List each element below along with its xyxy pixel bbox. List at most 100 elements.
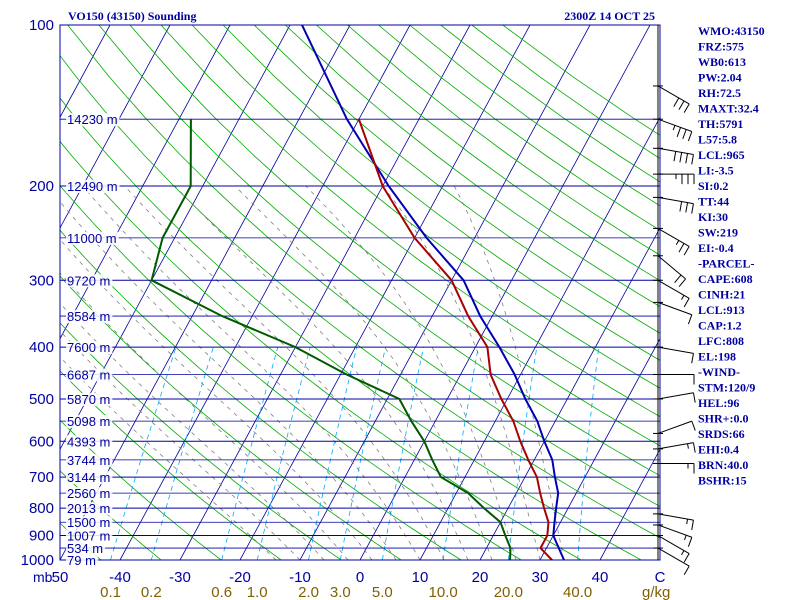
- wind-barb-feather: [676, 127, 682, 137]
- index-value: LFC:808: [698, 334, 744, 348]
- wind-barb: [653, 196, 694, 214]
- isotherm-line: [599, 448, 660, 560]
- pressure-tick-label: 700: [29, 469, 54, 486]
- index-value: -PARCEL-: [698, 257, 754, 271]
- height-label: 1500 m: [67, 515, 110, 530]
- mixing-ratio-label: 1.0: [247, 584, 268, 600]
- isotherm-line: [60, 25, 291, 451]
- index-value: MAXT:32.4: [698, 102, 759, 116]
- isotherm-line: [479, 227, 660, 560]
- wind-barb-feather: [679, 152, 683, 163]
- wind-barb-feather: [681, 550, 685, 556]
- pressure-tick-label: 400: [29, 339, 54, 356]
- wind-barb-shaft: [657, 301, 692, 316]
- wind-barb-feather: [691, 154, 694, 165]
- isotherm-line: [239, 25, 531, 560]
- temperature-tick-label: 0: [356, 569, 364, 586]
- wind-barb-feather: [687, 443, 689, 449]
- wind-barb: [653, 513, 694, 531]
- wind-barb: [653, 373, 695, 385]
- wind-barb-feather: [692, 442, 696, 453]
- temperature-tick-label: -20: [229, 569, 251, 586]
- height-label-bg: [66, 392, 113, 406]
- wind-barb-feather: [686, 519, 689, 525]
- wind-barb-shaft: [657, 547, 690, 567]
- parcel-trace: [301, 25, 565, 560]
- height-label-bg: [66, 487, 113, 501]
- wind-barb-feather: [691, 420, 696, 431]
- height-label: 9720 m: [67, 273, 110, 288]
- wind-barb-feather: [683, 298, 690, 308]
- mixing-ratio-label: 2.0: [298, 584, 319, 600]
- mixing-ratio-unit: g/kg: [642, 584, 670, 600]
- wind-barb-shaft: [657, 442, 694, 450]
- index-value: BRN:40.0: [698, 458, 748, 472]
- wind-barb-feather: [692, 392, 696, 403]
- mixing-ratio-label: 0.1: [100, 584, 121, 600]
- wind-barb: [653, 420, 696, 434]
- wind-barb-feather: [675, 240, 680, 245]
- index-value: TH:5791: [698, 117, 743, 131]
- index-value: RH:72.5: [698, 86, 741, 100]
- wind-barb-feather: [684, 535, 687, 541]
- moist-adiabat-line: [60, 302, 325, 560]
- wind-barb-feather: [673, 151, 677, 162]
- isotherm-line: [60, 25, 231, 340]
- height-label-bg: [66, 274, 113, 288]
- height-label-bg: [66, 231, 119, 245]
- mixing-ratio-label: 20.0: [494, 584, 523, 600]
- wind-barb: [653, 547, 690, 575]
- index-value: BSHR:15: [698, 474, 747, 488]
- pressure-tick-label: 200: [29, 178, 54, 195]
- temperature-tick-label: -10: [289, 569, 311, 586]
- moist-adiabat-line: [60, 272, 349, 560]
- height-label-bg: [66, 113, 120, 127]
- wind-barb: [653, 442, 696, 453]
- wind-barb: [653, 85, 690, 113]
- wind-barb-feather: [687, 131, 693, 142]
- height-label: 6687 m: [67, 367, 110, 382]
- index-value: SHR+:0.0: [698, 412, 749, 426]
- wind-barb-feather: [682, 129, 687, 140]
- wind-barb-feather: [678, 278, 686, 287]
- plot-frame: [59, 24, 661, 561]
- wind-barb: [653, 535, 690, 563]
- index-value: CINH:21: [698, 288, 745, 302]
- wind-barb-feather: [681, 295, 685, 300]
- pressure-tick-label: 800: [29, 500, 54, 517]
- height-label-bg: [66, 542, 106, 556]
- pressure-tick-label: 100: [29, 17, 54, 34]
- moist-adiabat-line: [124, 185, 445, 560]
- index-value: LI:-3.5: [698, 164, 734, 178]
- wind-barb: [653, 227, 690, 256]
- height-label: 2560 m: [67, 486, 110, 501]
- wind-barb-feather: [678, 243, 685, 253]
- wind-barb-feather: [683, 553, 690, 563]
- mixing-ratio-label: 0.2: [141, 584, 162, 600]
- index-value: SI:0.2: [698, 179, 728, 193]
- wind-barb-feather: [674, 274, 682, 284]
- chart-title: VO150 (43150) Sounding: [68, 9, 196, 23]
- index-value: STM:120/9: [698, 381, 755, 395]
- temperature-tick-label: 40: [592, 569, 609, 586]
- index-value: TT:44: [698, 195, 729, 209]
- height-label: 12490 m: [67, 179, 118, 194]
- wind-barb-shaft: [657, 346, 694, 354]
- wind-barb: [653, 346, 694, 364]
- index-value: SRDS:66: [698, 427, 745, 441]
- isotherm-line: [60, 25, 111, 119]
- wind-barb-feather: [687, 314, 693, 325]
- pressure-tick-label: 300: [29, 272, 54, 289]
- height-label: 14230 m: [67, 112, 118, 127]
- height-label: 8584 m: [67, 309, 110, 324]
- moist-adiabat-line: [305, 185, 517, 560]
- wind-barb-feather: [683, 103, 690, 113]
- index-value: EL:198: [698, 350, 736, 364]
- wind-barb-feather: [685, 202, 689, 213]
- wind-barb-feather: [691, 353, 694, 364]
- pressure-tick-label: 1000: [21, 552, 54, 569]
- wind-barb-feather: [683, 246, 690, 256]
- index-value: EHI:0.4: [698, 443, 739, 457]
